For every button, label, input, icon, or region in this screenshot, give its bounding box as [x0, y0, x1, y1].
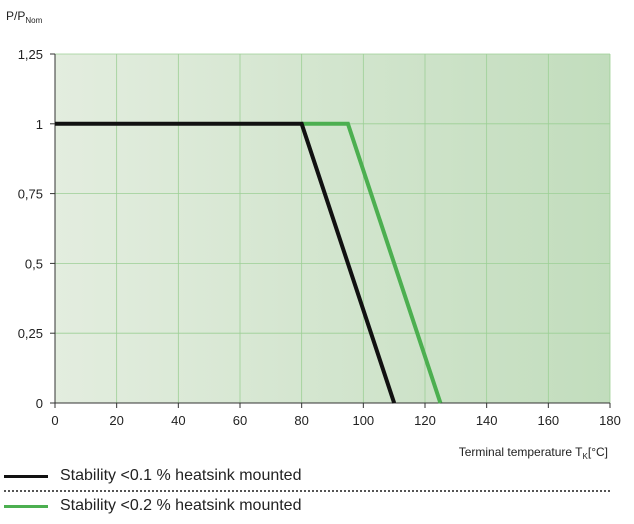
x-tick-label: 20 — [109, 413, 123, 428]
axes — [50, 53, 611, 408]
y-tick-label: 0 — [36, 396, 43, 411]
y-tick-label: 1,25 — [18, 47, 43, 62]
legend-swatch-2 — [4, 504, 48, 508]
y-axis-title-main: P/P — [6, 9, 25, 23]
y-tick-label: 1 — [36, 117, 43, 132]
legend-item-2: Stability <0.2 % heatsink mounted — [4, 492, 610, 520]
tick-labels: 0 20 40 60 80 100 120 140 160 180 0 0,25 0,5 0,75 1 1,2… — [18, 47, 621, 428]
x-tick-label: 80 — [294, 413, 308, 428]
x-tick-label: 140 — [476, 413, 498, 428]
svg-text:Terminal temperature TK[°C]: Terminal temperature TK[°C] — [459, 445, 608, 461]
legend-swatch-1 — [4, 474, 48, 478]
series-group — [55, 121, 443, 404]
legend: Stability <0.1 % heatsink mounted Stabil… — [4, 462, 610, 520]
svg-text:P/PNom: P/PNom — [6, 9, 43, 25]
derating-chart: 0 20 40 60 80 100 120 140 160 180 0 0,25 0,5 0,75 1 1,2… — [6, 9, 621, 461]
x-tick-label: 180 — [599, 413, 621, 428]
x-axis-title-main: Terminal temperature T — [459, 445, 583, 459]
y-axis-title-sub: Nom — [25, 16, 42, 25]
x-tick-label: 160 — [537, 413, 559, 428]
x-tick-label: 60 — [233, 413, 247, 428]
legend-divider — [4, 490, 610, 492]
legend-label-2: Stability <0.2 % heatsink mounted — [60, 497, 302, 514]
x-tick-label: 100 — [352, 413, 374, 428]
legend-item-1: Stability <0.1 % heatsink mounted — [4, 462, 610, 490]
series-line-1 — [55, 121, 397, 404]
x-tick-label: 40 — [171, 413, 185, 428]
y-tick-label: 0,25 — [18, 326, 43, 341]
plot-area — [55, 54, 610, 403]
y-tick-label: 0,5 — [25, 256, 43, 271]
legend-label-1: Stability <0.1 % heatsink mounted — [60, 467, 302, 484]
x-axis-title: Terminal temperature TK[°C] — [459, 445, 608, 461]
x-tick-label: 120 — [414, 413, 436, 428]
y-tick-label: 0,75 — [18, 187, 43, 202]
series-line-2 — [301, 121, 443, 404]
x-axis-title-sub: K — [583, 452, 589, 461]
x-axis-title-unit: [°C] — [588, 445, 608, 459]
x-tick-label: 0 — [51, 413, 58, 428]
y-axis-title: P/PNom — [6, 9, 43, 25]
